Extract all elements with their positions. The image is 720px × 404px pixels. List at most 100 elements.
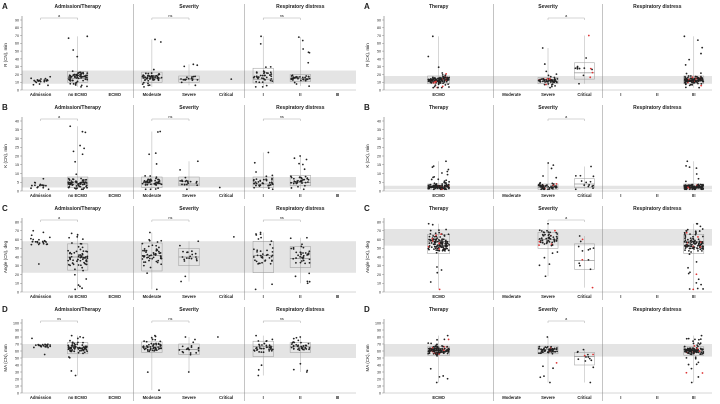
data-point	[693, 77, 696, 80]
data-point	[592, 366, 595, 369]
data-point	[298, 347, 300, 350]
data-point	[298, 162, 300, 165]
panel-left-A: A R (CN), min 0 10 20 30 40 50 60 70 80 90 Admission…	[2, 2, 356, 98]
data-point	[296, 76, 299, 79]
data-point	[440, 246, 443, 249]
data-point	[684, 239, 687, 242]
data-point	[697, 236, 699, 238]
data-point	[271, 247, 274, 249]
data-point	[269, 243, 272, 246]
significance-label: ns	[280, 115, 284, 119]
data-point	[441, 238, 444, 241]
data-point	[73, 350, 76, 353]
data-point	[685, 371, 688, 374]
data-point	[141, 254, 144, 257]
data-point	[555, 73, 558, 76]
data-point	[441, 72, 444, 74]
data-point	[687, 75, 690, 77]
group-header: Therapy	[429, 206, 449, 212]
data-point	[430, 239, 433, 242]
data-point	[42, 242, 45, 245]
data-point	[230, 78, 233, 81]
y-tick-label: 0	[17, 391, 19, 395]
data-point	[185, 348, 188, 351]
data-point	[257, 181, 260, 183]
data-point	[217, 336, 219, 338]
data-point	[146, 183, 149, 186]
data-point	[143, 249, 146, 252]
y-tick-label: 10	[15, 172, 19, 176]
data-point	[154, 335, 157, 338]
data-point	[549, 381, 551, 384]
data-point	[290, 181, 292, 184]
x-category-label: I	[263, 395, 264, 400]
group-header: Respiratory distress	[633, 206, 682, 212]
y-axis-label: K (CK), min	[365, 144, 370, 168]
x-category-label: ECMO	[432, 294, 445, 299]
data-point	[543, 231, 546, 234]
data-point	[180, 280, 182, 283]
data-point	[306, 282, 309, 285]
data-point	[689, 245, 692, 248]
data-point	[434, 77, 437, 80]
data-point	[592, 353, 594, 356]
data-point	[149, 266, 152, 269]
data-point	[696, 347, 699, 350]
significance-label: ns	[168, 115, 172, 119]
data-point	[700, 250, 703, 252]
data-point	[702, 248, 705, 250]
data-point	[85, 250, 87, 253]
data-point	[35, 81, 38, 84]
data-point	[700, 351, 703, 354]
data-point	[47, 188, 50, 191]
data-point	[37, 343, 40, 346]
data-point	[263, 71, 266, 74]
data-point	[690, 348, 693, 351]
data-point	[432, 345, 435, 348]
data-point	[297, 344, 300, 347]
data-point	[151, 349, 154, 352]
data-point	[79, 254, 82, 256]
data-point	[436, 240, 439, 243]
data-point	[259, 347, 261, 350]
data-point	[701, 245, 704, 247]
data-point	[587, 34, 590, 37]
y-tick-label: 80	[377, 220, 381, 224]
data-point	[432, 235, 435, 237]
y-tick-label: 5	[17, 181, 19, 185]
data-point	[695, 363, 698, 366]
data-point	[252, 178, 255, 181]
y-tick-label: 35	[377, 128, 381, 132]
data-point	[592, 247, 595, 250]
data-point	[431, 349, 433, 351]
data-point	[81, 347, 83, 350]
y-tick-label: 20	[15, 154, 19, 158]
data-point	[187, 182, 190, 185]
data-point	[298, 349, 301, 351]
data-point	[184, 275, 187, 278]
data-point	[257, 368, 260, 371]
data-point	[556, 77, 559, 80]
data-point	[548, 186, 551, 189]
x-category-label: Critical	[219, 294, 233, 299]
data-point	[255, 347, 257, 350]
data-point	[443, 79, 446, 82]
data-point	[81, 179, 84, 182]
data-point	[581, 250, 584, 252]
data-point	[253, 182, 256, 185]
data-point	[186, 76, 188, 79]
data-point	[85, 259, 87, 262]
data-point	[154, 338, 157, 341]
data-point	[428, 244, 431, 247]
y-tick-label: 80	[15, 335, 19, 339]
data-point	[440, 269, 443, 271]
data-point	[431, 76, 434, 79]
data-point	[538, 182, 541, 185]
y-tick-label: 5	[379, 181, 381, 185]
x-category-label: Severe	[541, 294, 555, 299]
data-point	[546, 77, 549, 80]
data-point	[695, 185, 698, 188]
data-point	[81, 258, 84, 261]
data-point	[74, 84, 77, 86]
